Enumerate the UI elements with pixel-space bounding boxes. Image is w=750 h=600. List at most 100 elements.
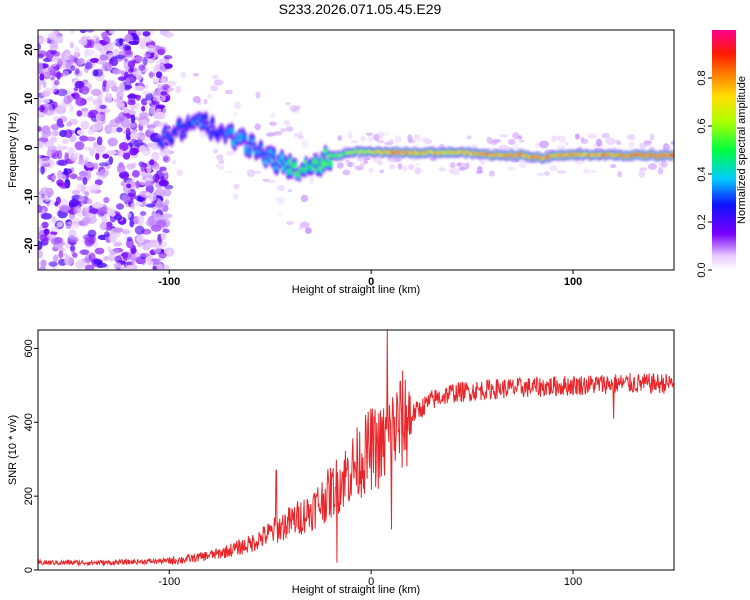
noise-blob [91,122,103,132]
noise-blob [40,259,47,268]
colorbar-ticks: 0.0 0.2 0.4 0.6 0.8 [696,70,712,278]
noise-blob [113,48,119,56]
noise-blob [69,30,76,34]
noise-blob [48,261,58,267]
noise-blob [47,66,59,73]
noise-blob [126,163,135,170]
noise-blob [210,85,219,92]
noise-blob [38,83,42,92]
noise-blob [176,169,183,177]
noise-blob [80,184,86,195]
noise-blob [138,64,146,71]
noise-blob [70,65,76,72]
noise-blob [458,166,467,171]
noise-blob [38,157,43,165]
noise-blob [475,170,484,174]
noise-blob [112,227,124,233]
noise-blob [148,193,157,202]
noise-blob [368,167,374,174]
ridge-segment [279,154,285,160]
noise-blob [213,148,219,154]
noise-blob [56,221,64,228]
spectrogram-y-label: Frequency (Hz) [7,112,19,188]
noise-blob [76,129,85,136]
noise-blob [160,231,167,241]
ridge-segment [208,132,214,138]
y-tick-label: -20 [23,238,35,254]
noise-blob [203,98,208,105]
noise-blob [626,134,636,140]
noise-blob [336,162,345,169]
noise-blob [305,227,312,234]
noise-blob [582,168,591,174]
noise-blob [381,131,391,136]
snr-y-axis: 0 200 400 600 [23,339,38,573]
noise-blob [160,91,168,96]
spectrogram-x-label: Height of straight line (km) [292,284,420,296]
noise-blob [115,41,124,47]
noise-blob [38,43,42,52]
noise-blob [65,243,71,249]
noise-blob [449,161,456,169]
snr-x-label: Height of straight line (km) [292,584,420,596]
noise-blob [351,161,357,169]
noise-blob [499,134,509,138]
noise-blob [79,135,89,142]
noise-blob [153,244,162,254]
noise-blob [414,162,421,167]
noise-blob [84,49,96,57]
noise-blob [144,242,156,248]
noise-blob [207,93,213,99]
noise-blob [255,91,261,99]
noise-blob [139,211,147,216]
noise-blob [68,236,80,243]
noise-blob [145,145,150,152]
noise-blob [128,40,139,45]
noise-blob [215,163,220,168]
noise-blob [408,163,415,171]
noise-blob [158,252,167,259]
noise-blob [216,154,224,161]
noise-blob [254,123,261,131]
noise-blob [102,153,110,159]
ridge-segment [263,159,268,165]
noise-blob [133,35,139,41]
noise-blob [46,234,57,239]
noise-blob [289,105,297,112]
noise-blob [94,179,103,186]
noise-blob [638,170,646,178]
noise-blob [96,210,105,216]
noise-blob [143,83,149,90]
noise-blob [96,174,103,180]
noise-blob [76,110,83,117]
noise-blob [232,193,239,200]
noise-blob [154,111,166,120]
noise-blob [39,73,45,81]
noise-blob [486,136,493,144]
noise-blob [628,141,635,149]
noise-blob [104,30,110,34]
noise-blob [76,58,83,68]
noise-blob [285,126,294,132]
noise-blob [413,133,421,140]
noise-blob [286,220,295,226]
noise-blob [40,165,45,175]
noise-blob [512,132,520,140]
noise-blob [45,142,54,148]
noise-blob [106,52,115,58]
noise-blob [617,170,622,178]
noise-blob [129,220,135,228]
ridge-segment [229,127,235,134]
noise-blob [64,152,70,162]
noise-blob [136,233,145,244]
noise-blob [297,135,304,140]
noise-blob [142,31,151,37]
noise-blob [69,244,76,253]
y-tick-label: -10 [23,189,35,205]
noise-blob [348,131,353,140]
noise-blob [157,48,166,56]
noise-blob [164,199,170,206]
y-tick-label: 0 [23,144,35,150]
noise-blob [225,150,236,156]
noise-blob [595,138,603,147]
